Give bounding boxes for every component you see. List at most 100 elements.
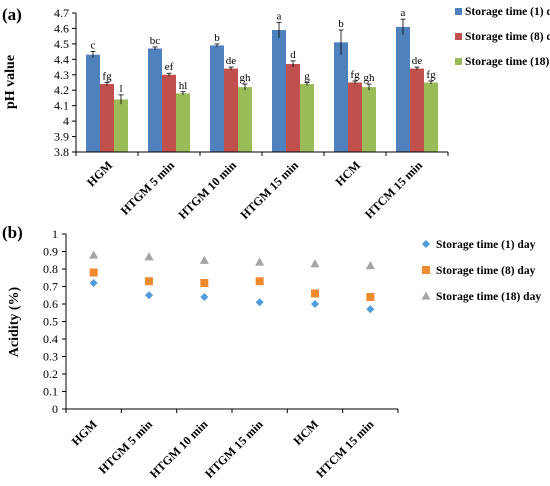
significance-letter: fg	[350, 69, 360, 81]
legend-swatch	[455, 58, 462, 65]
significance-letter: gh	[364, 72, 376, 84]
x-tick-label: HTGM 5 min	[96, 417, 156, 477]
legend-label: Storage time (18) day	[465, 56, 550, 68]
significance-letter: de	[226, 55, 237, 67]
data-point	[200, 293, 209, 301]
panel-b: (b) Acidity (%) 0 0.1 0.2 0.3 0.4 0.5 0.6 0.7 0.…	[2, 223, 541, 481]
data-point	[199, 255, 209, 264]
y-tick-label: 0.7	[43, 280, 58, 294]
y-tick-label: 0.5	[43, 315, 58, 329]
significance-letter: hl	[179, 80, 188, 92]
x-tick-label: HTGM 15 min	[202, 417, 266, 481]
y-tick-label: 0	[52, 402, 58, 416]
x-tick-label: HGM	[69, 417, 100, 448]
bar	[114, 99, 128, 152]
significance-letter: bc	[150, 35, 161, 47]
panel-a: (a) pH value 3.83.9 44.1 4.24.3 4.44.5 4.64.…	[2, 5, 550, 222]
bar	[210, 45, 224, 152]
bar	[300, 84, 314, 152]
legend-swatch	[455, 33, 462, 40]
panel-a-y-axis-label: pH value	[3, 55, 18, 109]
y-tick-label: 0.8	[43, 262, 58, 276]
bar	[162, 74, 176, 152]
data-point	[89, 250, 99, 259]
x-tick-label: HTCM 15 min	[362, 158, 425, 221]
data-point	[366, 293, 375, 301]
y-tick-label: 3.8	[54, 145, 69, 159]
significance-letter: d	[290, 49, 296, 61]
y-tick-label: 0.9	[43, 245, 58, 259]
y-tick-label: 4.6	[54, 21, 69, 35]
bar	[286, 63, 300, 152]
bar	[238, 87, 252, 152]
y-tick-label: 0.1	[43, 385, 58, 399]
data-point	[89, 279, 98, 287]
significance-letter: ef	[165, 61, 174, 73]
significance-letter: a	[401, 7, 406, 19]
data-point	[365, 261, 375, 270]
x-tick-label: HTGM 10 min	[175, 158, 239, 222]
x-tick-label: HTGM 5 min	[118, 158, 178, 218]
data-point	[144, 252, 154, 261]
panel-b-y-ticks: 0 0.1 0.2 0.3 0.4 0.5 0.6 0.7 0.8 0.9 1	[43, 227, 66, 416]
panel-a-label: (a)	[2, 5, 22, 24]
significance-letter: b	[214, 32, 220, 44]
y-tick-label: 0.3	[43, 350, 58, 364]
significance-letter: l	[119, 83, 122, 95]
y-tick-label: 4.2	[54, 83, 69, 97]
legend-label: Storage time (8) day	[465, 31, 550, 43]
panel-b-points	[89, 250, 375, 314]
data-point	[89, 268, 98, 277]
data-point	[366, 305, 375, 314]
y-tick-label: 1	[52, 227, 58, 241]
significance-letter: g	[304, 71, 310, 83]
y-tick-label: 4.4	[54, 52, 69, 66]
legend-marker	[421, 291, 431, 300]
bar	[410, 68, 424, 152]
data-point	[255, 298, 264, 307]
significance-letter: b	[338, 18, 344, 30]
bar	[396, 26, 410, 152]
y-tick-label: 4.1	[54, 99, 69, 113]
legend-swatch	[455, 8, 462, 15]
panel-b-label: (b)	[2, 223, 23, 242]
bar	[100, 84, 114, 152]
y-tick-label: 0.4	[43, 332, 58, 346]
bar	[224, 68, 238, 152]
bar	[348, 82, 362, 152]
x-tick-label: HTCM 15 min	[313, 417, 376, 480]
legend-label: Storage time (8) day	[436, 265, 536, 277]
significance-letter: fg	[102, 71, 112, 83]
bar	[334, 42, 348, 152]
x-tick-label: HCM	[332, 158, 363, 189]
data-point	[310, 259, 320, 268]
y-tick-label: 4.5	[54, 37, 69, 51]
y-tick-label: 3.9	[54, 130, 69, 144]
y-tick-label: 0.2	[43, 367, 58, 381]
data-point	[311, 300, 319, 308]
panel-a-legend: Storage time (1) day Storage time (8) day…	[455, 6, 550, 68]
panel-b-y-axis-label: Acidity (%)	[7, 286, 22, 357]
y-tick-label: 4	[63, 114, 69, 128]
panel-a-axes	[75, 13, 449, 156]
data-point	[200, 279, 209, 287]
panel-a-y-ticks: 3.83.9 44.1 4.24.3 4.44.5 4.64.7	[54, 6, 76, 159]
data-point	[145, 277, 153, 286]
legend-label: Storage time (18) day	[436, 291, 541, 303]
legend-label: Storage time (1) day	[465, 6, 550, 18]
bar	[424, 82, 438, 152]
x-tick-label: HCM	[290, 417, 321, 448]
significance-letter: c	[91, 40, 96, 52]
panel-a-error-bars	[90, 18, 434, 105]
panel-b-legend: Storage time (1) day Storage time (8) day…	[421, 239, 541, 303]
y-tick-label: 0.6	[43, 297, 58, 311]
y-tick-label: 4.7	[54, 6, 69, 20]
bar	[362, 87, 376, 152]
bar	[272, 29, 286, 152]
significance-letter: de	[412, 55, 423, 67]
panel-a-bars	[86, 26, 438, 153]
